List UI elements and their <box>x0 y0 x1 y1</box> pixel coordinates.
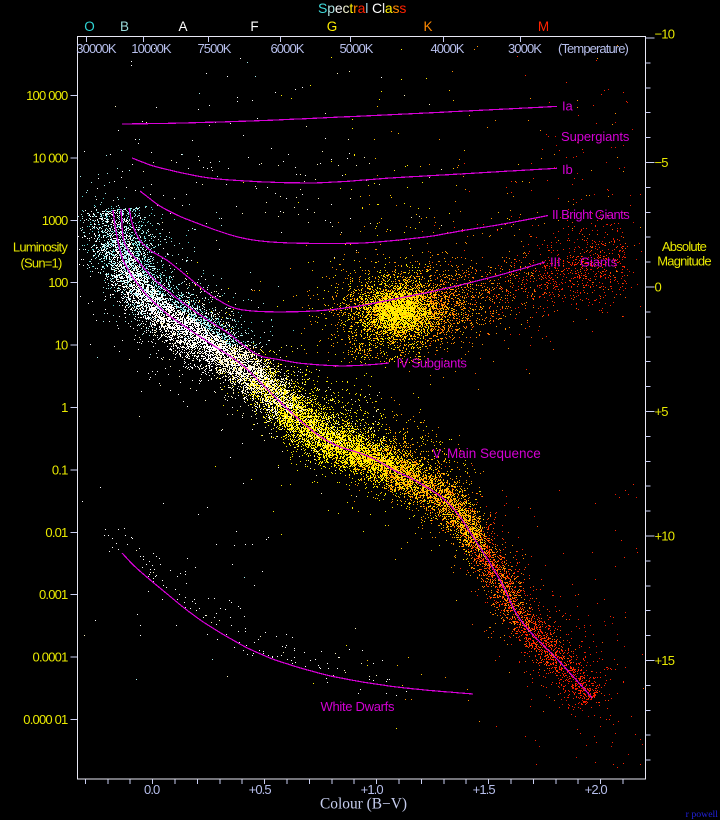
svg-text:Luminosity: Luminosity <box>13 240 68 255</box>
svg-text:Magnitude: Magnitude <box>657 254 711 269</box>
svg-text:7500K: 7500K <box>197 41 231 56</box>
svg-text:+2.0: +2.0 <box>585 782 608 797</box>
svg-text:0.000 01: 0.000 01 <box>23 712 68 727</box>
svg-text:1000: 1000 <box>42 213 68 228</box>
svg-text:+5: +5 <box>655 404 669 419</box>
svg-text:+10: +10 <box>655 529 675 544</box>
svg-text:+1.0: +1.0 <box>361 782 384 797</box>
svg-text:0.0001: 0.0001 <box>33 650 69 665</box>
svg-text:Ia: Ia <box>562 99 574 114</box>
svg-text:0.01: 0.01 <box>45 525 68 540</box>
svg-text:B: B <box>120 19 129 34</box>
svg-text:4000K: 4000K <box>430 41 464 56</box>
svg-text:r powell: r powell <box>686 809 719 820</box>
svg-text:0: 0 <box>655 280 662 295</box>
svg-text:Giants: Giants <box>580 255 618 270</box>
svg-text:5000K: 5000K <box>339 41 373 56</box>
svg-text:100 000: 100 000 <box>26 88 68 103</box>
svg-text:−5: −5 <box>655 155 669 170</box>
svg-text:+15: +15 <box>655 653 675 668</box>
svg-text:Ib: Ib <box>562 162 573 177</box>
svg-text:(Sun=1): (Sun=1) <box>20 256 61 271</box>
svg-text:10000K: 10000K <box>131 41 172 56</box>
svg-text:0.1: 0.1 <box>52 462 68 477</box>
svg-text:O: O <box>84 19 95 34</box>
svg-text:A: A <box>178 19 187 34</box>
svg-text:II Bright Giants: II Bright Giants <box>552 207 630 222</box>
svg-text:1: 1 <box>61 400 68 415</box>
svg-text:10: 10 <box>55 338 68 353</box>
svg-text:−10: −10 <box>655 27 675 42</box>
svg-text:10 000: 10 000 <box>33 150 69 165</box>
svg-text:Colour (B−V): Colour (B−V) <box>320 796 407 813</box>
svg-text:100: 100 <box>48 275 68 290</box>
svg-text:0.001: 0.001 <box>39 587 68 602</box>
svg-text:G: G <box>327 19 338 34</box>
svg-text:Supergiants: Supergiants <box>561 129 630 144</box>
svg-text:M: M <box>538 19 549 34</box>
svg-text:Main Sequence: Main Sequence <box>447 446 541 461</box>
svg-text:V: V <box>433 446 442 461</box>
svg-text:30000K: 30000K <box>76 41 117 56</box>
svg-text:+1.5: +1.5 <box>473 782 496 797</box>
svg-text:Spectral Class: Spectral Class <box>318 0 406 16</box>
svg-text:White Dwarfs: White Dwarfs <box>321 699 395 714</box>
svg-text:K: K <box>423 19 432 34</box>
svg-text:0.0: 0.0 <box>144 782 160 797</box>
svg-text:(Temperature): (Temperature) <box>558 41 629 56</box>
svg-text:Absolute: Absolute <box>662 239 707 254</box>
svg-text:3000K: 3000K <box>508 41 542 56</box>
svg-text:6000K: 6000K <box>270 41 304 56</box>
svg-text:III: III <box>550 255 561 270</box>
svg-text:IV Subgiants: IV Subgiants <box>397 356 468 371</box>
svg-text:+0.5: +0.5 <box>249 782 272 797</box>
svg-text:F: F <box>250 19 258 34</box>
